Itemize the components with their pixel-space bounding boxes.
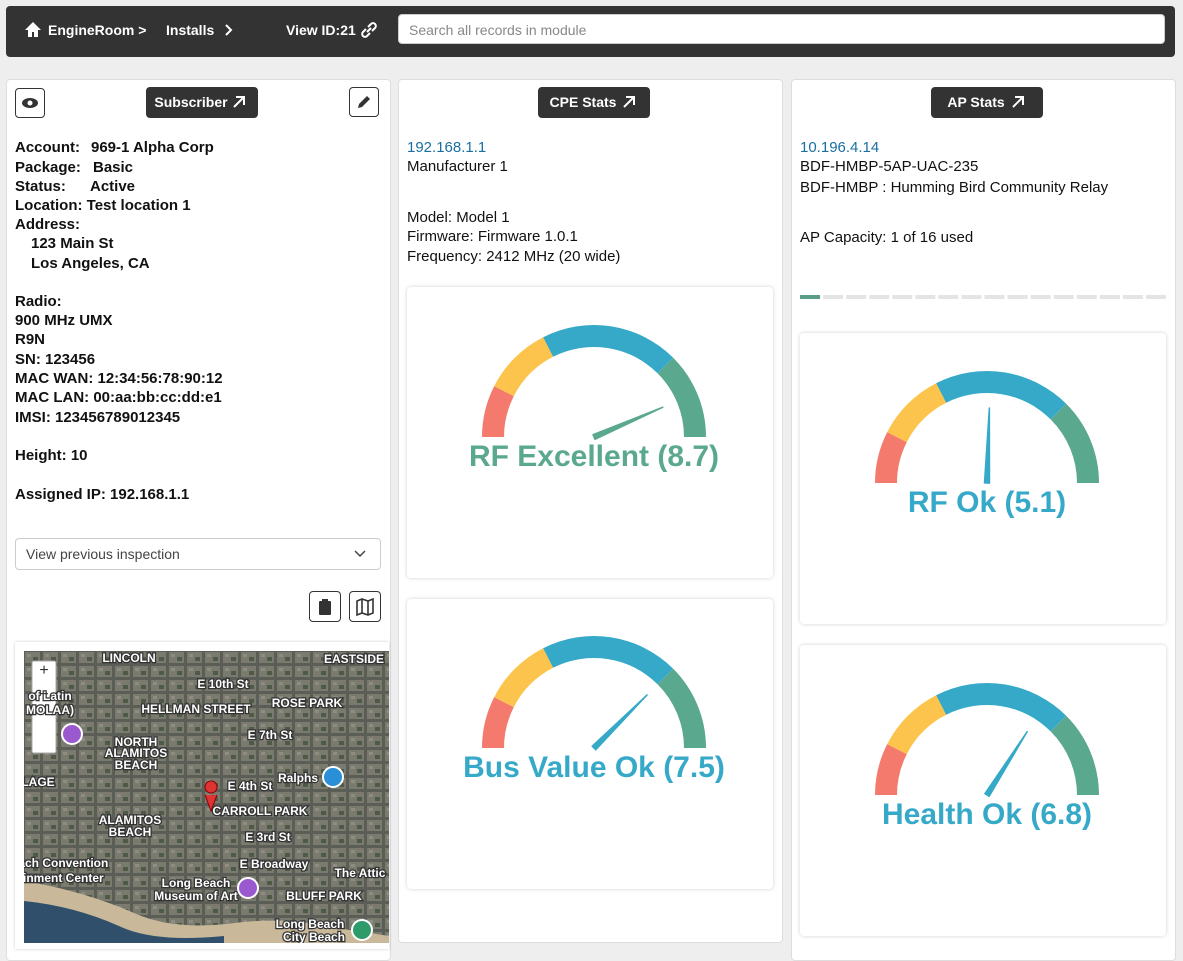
poi-icon <box>237 877 259 899</box>
ap-line: BDF-HMBP-5AP-UAC-235 <box>800 158 979 175</box>
map-label: each Convention <box>24 856 108 870</box>
manufacturer: Manufacturer 1 <box>407 158 508 175</box>
map-label: ALAMITOS <box>105 746 167 760</box>
gauge-card <box>800 333 1166 624</box>
cpe-detail: Model: Model 1 <box>407 209 510 226</box>
map-label: E 10th St <box>197 677 248 691</box>
edit-button[interactable] <box>349 87 379 117</box>
radio-line: 900 MHz UMX <box>15 312 113 329</box>
view-button[interactable] <box>15 88 45 118</box>
breadcrumb[interactable]: Installs <box>166 22 215 38</box>
home-icon[interactable] <box>24 21 42 38</box>
map-label: City Beach <box>283 930 345 943</box>
zoom-in[interactable]: + <box>39 662 48 679</box>
radio-line: SN: 123456 <box>15 350 96 368</box>
radio-line: IMSI: 123456789012345 <box>15 408 181 426</box>
map-label: Long Beach <box>162 876 231 890</box>
cpe-ip[interactable]: 192.168.1.1 <box>407 139 487 156</box>
cpe-detail: Firmware: Firmware 1.0.1 <box>407 228 578 245</box>
map-label: Long Beach <box>276 917 345 931</box>
ap-ip[interactable]: 10.196.4.14 <box>800 139 880 156</box>
map-label: BEACH <box>115 758 158 772</box>
button-label: CPE Stats <box>549 94 617 110</box>
map-label: LAGE <box>24 775 55 789</box>
button-label: Subscriber <box>154 94 228 110</box>
view-id: View ID:21 <box>286 22 356 38</box>
radio-line: MAC LAN: 00:aa:bb:cc:dd:e1 <box>15 389 222 407</box>
address-line: 123 Main St <box>31 235 114 252</box>
map-label: MOLAA) <box>26 703 74 717</box>
field-value: Active <box>90 178 136 195</box>
clipboard-button[interactable] <box>309 591 341 622</box>
map-label: HELLMAN STREET <box>141 702 251 716</box>
map-label: Ralphs <box>278 771 318 785</box>
map-label: EASTSIDE <box>324 652 384 666</box>
ap-capacity: AP Capacity: 1 of 16 used <box>800 229 974 246</box>
inspection-select[interactable]: View previous inspection <box>15 538 381 570</box>
search-input[interactable]: Search all records in module <box>398 14 1165 44</box>
address-label: Address: <box>15 216 81 233</box>
field-label: Status: <box>15 178 66 195</box>
map-label: E 3rd St <box>245 830 290 844</box>
location: Location: Test location 1 <box>15 197 191 214</box>
button-label: AP Stats <box>947 94 1005 110</box>
poi-icon <box>61 723 83 745</box>
gauge-card <box>407 599 773 889</box>
poi-icon <box>351 919 373 941</box>
select-label: View previous inspection <box>26 546 180 562</box>
chevron <box>225 24 233 36</box>
map-label: BLUFF PARK <box>286 889 362 903</box>
assigned-ip: Assigned IP: 192.168.1.1 <box>15 486 190 503</box>
map-label: CARROLL PARK <box>213 804 308 818</box>
radio-label: Radio: <box>15 293 62 310</box>
open-icon <box>1012 96 1024 108</box>
map-label: NORTH <box>115 735 158 749</box>
poi-icon <box>322 766 344 788</box>
map-label: ROSE PARK <box>272 696 343 710</box>
height: Height: 10 <box>15 447 88 464</box>
ap-line: BDF-HMBP : Humming Bird Community Relay <box>800 179 1109 196</box>
radio-line: R9N <box>15 331 46 349</box>
map-marker <box>204 780 218 813</box>
breadcrumb[interactable]: EngineRoom > <box>48 22 147 38</box>
radio-line: MAC WAN: 12:34:56:78:90:12 <box>15 369 223 387</box>
link-icon[interactable] <box>360 21 378 39</box>
open-icon <box>623 96 635 108</box>
field-value: 969-1 Alpha Corp <box>91 139 214 156</box>
open-icon <box>233 96 245 108</box>
field-label: Account: <box>15 139 80 156</box>
map-label: LINCOLN <box>102 651 155 665</box>
gauge-card <box>407 287 773 578</box>
map-label: E 4th St <box>228 779 273 793</box>
map-label: of Latin <box>28 689 71 703</box>
map-label: Museum of Art <box>154 889 238 903</box>
ap-button[interactable]: AP Stats <box>931 87 1043 118</box>
map-label: The Attic <box>335 866 386 880</box>
map-label: E Broadway <box>240 857 309 871</box>
gauge-card <box>800 645 1166 936</box>
field-value: Basic <box>93 158 134 176</box>
zoom-out[interactable]: − <box>39 686 48 703</box>
map-button[interactable] <box>349 591 381 622</box>
cpe-button[interactable]: CPE Stats <box>538 87 650 118</box>
address-line: Los Angeles, CA <box>31 254 150 272</box>
map-label: ainment Center <box>24 871 104 885</box>
map-label: BEACH <box>109 825 152 839</box>
map-label: E 7th St <box>248 728 293 742</box>
cpe-detail: Frequency: 2412 MHz (20 wide) <box>407 248 621 265</box>
map-label: ALAMITOS <box>99 813 161 827</box>
field-label: Package: <box>15 158 81 176</box>
